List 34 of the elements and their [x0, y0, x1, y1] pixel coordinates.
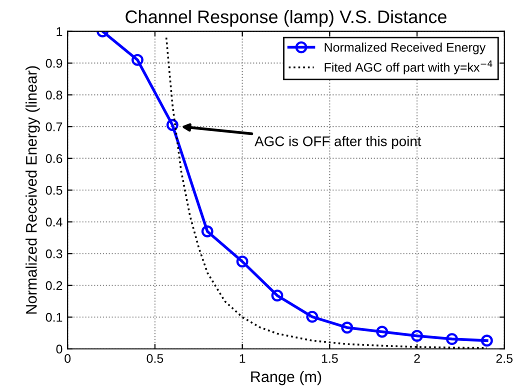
point — [236, 256, 248, 268]
x-tick-label: 2.5 — [496, 354, 513, 363]
y-tick-label: 0.2 — [46, 281, 62, 290]
y-tick-label: 0.9 — [46, 58, 62, 68]
point — [480, 334, 493, 347]
x-tick-label: 0 — [64, 354, 71, 363]
x-tick-label: 2 — [414, 354, 420, 363]
y-tick-label: 1 — [56, 27, 62, 36]
y-tick-label: 0.6 — [46, 154, 62, 164]
annotation: AGC is OFF after this point — [254, 136, 422, 149]
y-tick-label: 0.7 — [46, 122, 62, 132]
y-tick-label: 0.4 — [46, 218, 62, 227]
y-tick-label: 0.8 — [46, 90, 62, 100]
point — [166, 119, 178, 131]
y-tick-label: 0.1 — [46, 312, 62, 322]
y-tick-label: 0.3 — [46, 249, 62, 258]
x-tick-label: 0.5 — [146, 354, 164, 363]
x-axis-title: Range (m) — [251, 370, 322, 386]
point — [201, 225, 214, 238]
point — [341, 322, 354, 334]
point — [132, 54, 144, 66]
point — [446, 333, 458, 346]
point — [271, 290, 284, 302]
y-tick-label: 0 — [56, 344, 62, 354]
y-axis-title: Normalized Received Energy (linear) — [26, 66, 40, 314]
point — [306, 310, 318, 323]
legend-label: Fited AGC off part with y=kx$^{−4}$ — [324, 60, 492, 74]
legend-label: Normalized Received Energy — [324, 42, 486, 54]
point — [376, 326, 388, 338]
point — [411, 330, 424, 342]
chart-title: Channel Response (lamp) V.S. Distance — [126, 10, 446, 27]
y-tick-label: 0.5 — [46, 186, 62, 195]
x-tick-label: 1.5 — [322, 354, 338, 363]
x-tick-label: 1 — [240, 354, 246, 363]
